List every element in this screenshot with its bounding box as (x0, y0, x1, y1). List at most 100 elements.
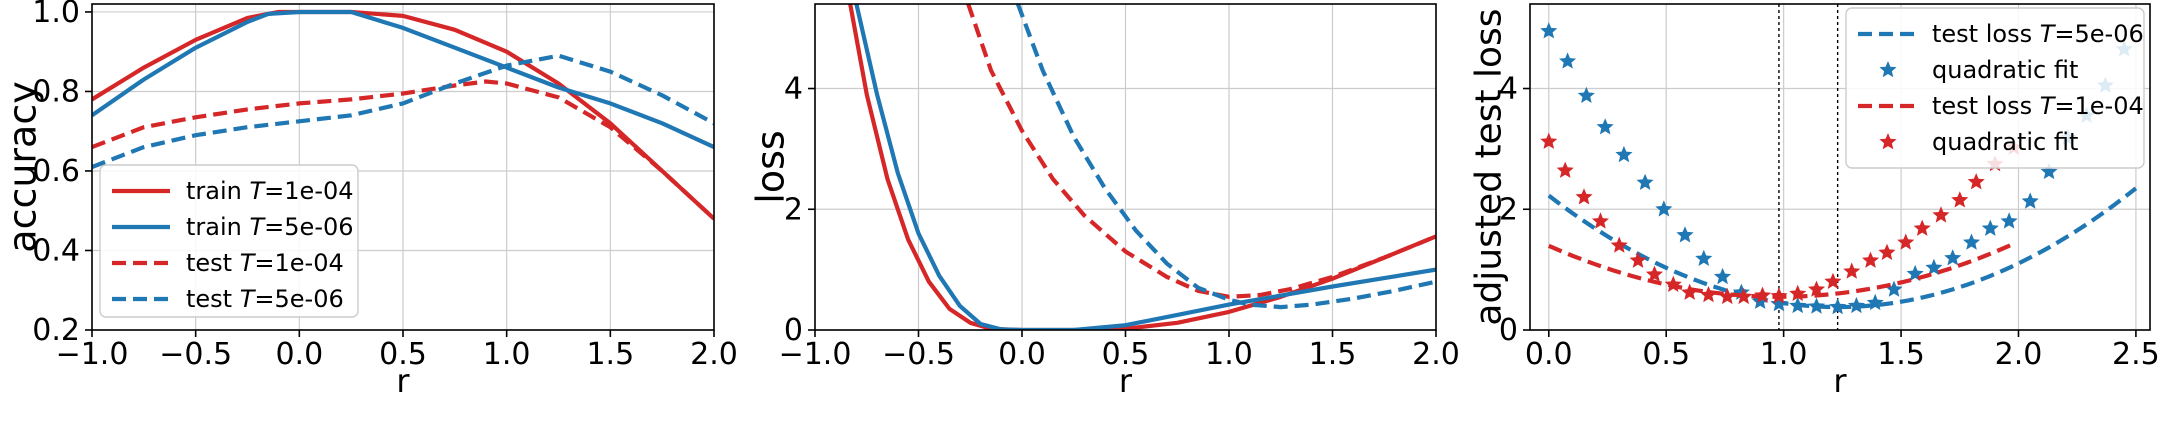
x-tick-label: 1.5 (1877, 337, 1925, 372)
series-line-1 (854, 4, 1436, 330)
data-point-star (1753, 286, 1772, 303)
y-tick-label: 0 (1499, 313, 1518, 348)
legend-marker-star (1879, 133, 1897, 150)
x-tick-label: −1.0 (56, 337, 129, 372)
data-point-star (1866, 293, 1884, 311)
data-point-star (1967, 173, 1985, 190)
data-point-star (1577, 86, 1595, 103)
x-tick-label: 2.0 (1995, 337, 2043, 372)
x-axis-label: r (396, 362, 410, 400)
x-tick-label: 0.0 (275, 337, 323, 372)
legend-label: test loss T=5e-06 (1932, 20, 2144, 48)
data-point-star (1591, 212, 1609, 229)
x-tick-label: 0.5 (379, 337, 427, 372)
legend-label: test T=1e-04 (186, 249, 344, 277)
x-tick-label: 0.5 (1642, 337, 1690, 372)
data-point-star (1556, 161, 1574, 178)
y-tick-label: 0.4 (32, 233, 80, 268)
legend: test loss T=5e-06 quadratic fit test loss … (1845, 7, 2145, 169)
data-point-star (1735, 287, 1753, 305)
data-point-star (1913, 219, 1931, 236)
panel-adjusted-test-loss: 0.0 0.5 1.0 1.5 2.0 2.5 0 2 4 r adjusted test loss… (1469, 3, 2160, 400)
series-line-0 (848, 4, 1436, 330)
y-tick-label: 4 (784, 72, 803, 107)
y-axis-label: adjusted test loss (1469, 8, 1510, 325)
data-point-star (1664, 275, 1682, 292)
data-point-star (1699, 286, 1717, 303)
legend-label: train T=5e-06 (186, 213, 354, 241)
plot-frame (1529, 3, 2151, 331)
series-line-2 (1547, 241, 2015, 299)
data-point-star (1862, 251, 1880, 268)
data-point-star (1676, 226, 1694, 243)
y-tick-label: 0.2 (32, 313, 80, 348)
x-tick-label: −1.0 (779, 337, 852, 372)
legend-label: test T=5e-06 (186, 285, 344, 313)
x-tick-label: 1.0 (1760, 337, 1808, 372)
legend-marker-star (1879, 61, 1897, 78)
data-point-star (1629, 251, 1647, 268)
data-point-star (1645, 265, 1663, 282)
data-point-star (2000, 212, 2018, 229)
y-axis-label: accuracy (0, 81, 44, 252)
data-point-star (1878, 243, 1896, 260)
y-tick-label: 4 (1499, 72, 1518, 107)
y-axis-label: loss (748, 130, 792, 203)
data-point-star (1770, 287, 1788, 304)
x-tick-label: 0.0 (998, 337, 1046, 372)
data-point-star (1897, 233, 1915, 250)
x-tick-label: 1.5 (586, 337, 634, 372)
data-point-star (1829, 298, 1847, 315)
data-point-star (1540, 22, 1558, 39)
data-point-star (1610, 236, 1628, 253)
data-point-star (1981, 219, 1999, 236)
series-line-3 (92, 53, 714, 169)
x-tick-label: 1.0 (483, 337, 531, 372)
x-tick-label: −0.5 (882, 337, 955, 372)
series-line-2 (92, 79, 714, 221)
legend-label: test loss T=1e-04 (1932, 92, 2144, 120)
x-tick-label: 0.5 (1102, 337, 1150, 372)
data-point-star (1932, 206, 1950, 223)
data-point-star (1963, 233, 1981, 250)
data-point-star (1714, 267, 1732, 285)
data-point-star (2021, 192, 2039, 209)
x-axis-label: r (1833, 362, 1847, 400)
data-point-star (1718, 287, 1736, 305)
x-tick-label: 2.0 (690, 337, 738, 372)
data-layer (848, 4, 1436, 330)
legend-label: train T=1e-04 (186, 177, 354, 205)
legend: train T=1e-04 train T=5e-06 test T=1e-04 te… (99, 164, 359, 318)
data-point-star (1559, 52, 1577, 69)
data-point-star (1770, 295, 1788, 312)
data-layer (92, 9, 714, 221)
data-point-star (1808, 280, 1826, 297)
legend-label: quadratic fit (1932, 56, 2078, 84)
legend-frame (99, 164, 359, 318)
data-point-star (1951, 191, 1969, 208)
data-point-star (1655, 200, 1673, 217)
x-tick-label: 2.5 (2112, 337, 2160, 372)
data-point-star (1540, 132, 1558, 149)
y-tick-label: 1.0 (32, 0, 80, 30)
data-point-star (1843, 262, 1861, 279)
series-line-0 (92, 9, 714, 221)
y-tick-label: 0 (784, 313, 803, 348)
data-point-star (1789, 284, 1807, 302)
x-tick-label: 0.0 (1525, 337, 1573, 372)
y-tick-label: 2 (1499, 192, 1518, 227)
data-point-star (1824, 272, 1842, 289)
panel-loss: −1.0 −0.5 0.0 0.5 1.0 1.5 2.0 0 2 4 r loss (748, 3, 1460, 400)
data-point-star (1636, 173, 1654, 190)
series-line-1 (92, 9, 714, 150)
data-point-star (1575, 188, 1593, 205)
legend-frame (1845, 7, 2145, 169)
data-point-star (1681, 283, 1699, 300)
data-point-star (1847, 296, 1865, 314)
data-point-star (1695, 249, 1713, 266)
x-tick-label: 2.0 (1412, 337, 1460, 372)
data-point-star (1596, 118, 1614, 135)
y-tick-label: 0.6 (32, 154, 80, 189)
series-line-2 (966, 4, 1436, 299)
